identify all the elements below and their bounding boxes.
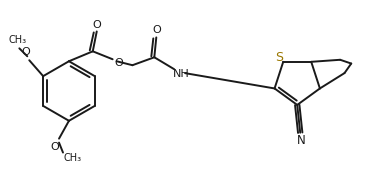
Text: N: N: [297, 134, 306, 147]
Text: O: O: [92, 20, 101, 30]
Text: O: O: [21, 47, 30, 57]
Text: O: O: [114, 58, 123, 68]
Text: NH: NH: [173, 69, 190, 79]
Text: O: O: [51, 142, 59, 152]
Text: O: O: [152, 25, 161, 36]
Text: CH₃: CH₃: [8, 35, 27, 45]
Text: S: S: [275, 51, 283, 64]
Text: CH₃: CH₃: [64, 153, 82, 163]
